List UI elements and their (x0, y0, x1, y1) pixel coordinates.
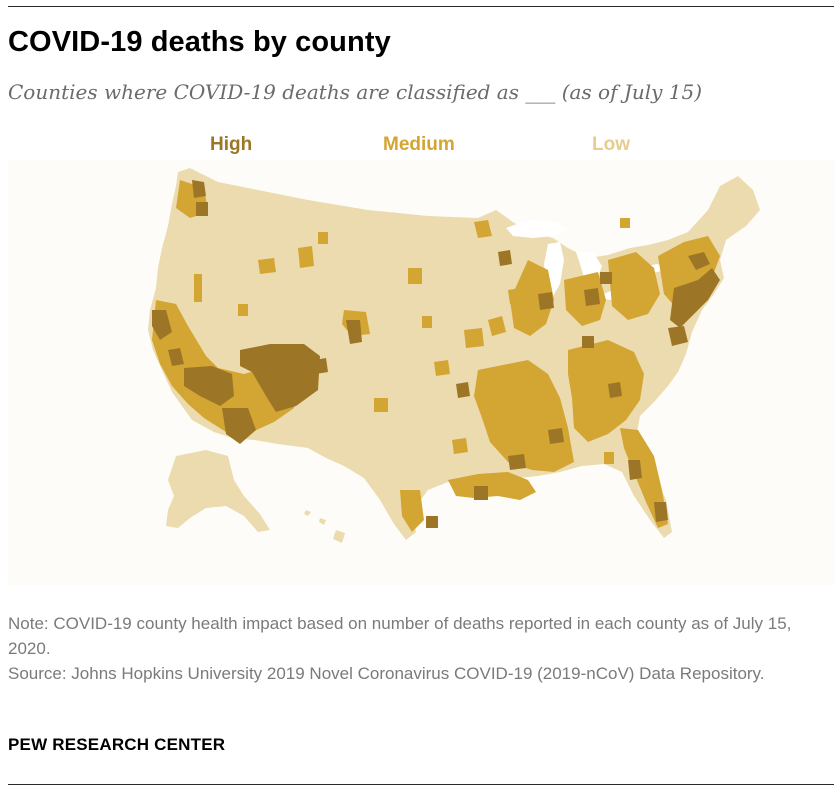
source-text: Source: Johns Hopkins University 2019 No… (8, 664, 765, 683)
alaska (166, 450, 270, 532)
top-rule (8, 6, 834, 7)
legend-low: Low (592, 134, 630, 155)
us-county-map (8, 160, 834, 585)
pew-research-logo: PEW RESEARCH CENTER (8, 735, 226, 754)
bottom-rule (8, 784, 834, 785)
map-svg (148, 168, 760, 543)
high-counties (152, 180, 720, 528)
note-text: Note: COVID-19 county health impact base… (8, 614, 792, 658)
lake-superior (506, 220, 568, 238)
legend-medium: Medium (383, 134, 455, 155)
chart-subtitle: Counties where COVID-19 deaths are class… (8, 80, 703, 104)
legend-high: High (210, 134, 253, 155)
chart-title: COVID-19 deaths by county (8, 26, 391, 58)
notes-block: Note: COVID-19 county health impact base… (8, 611, 834, 686)
hawaii (304, 510, 345, 543)
